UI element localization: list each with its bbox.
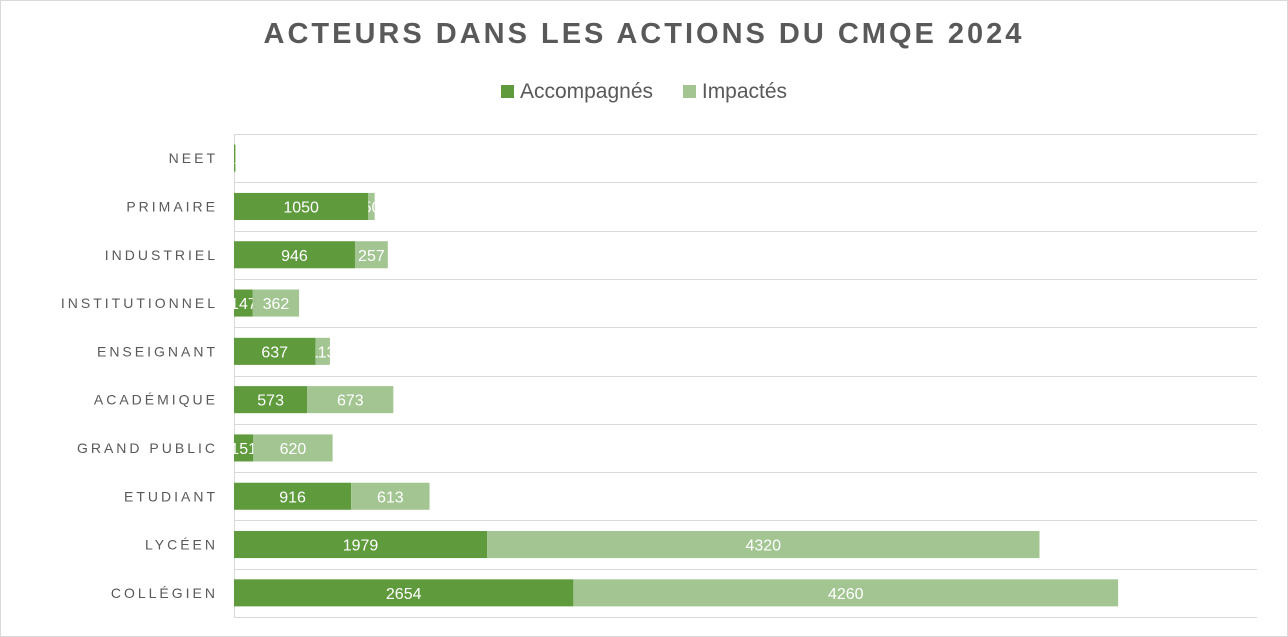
data-label-accompagnes: 1979	[343, 538, 379, 555]
category-label: GRAND PUBLIC	[77, 440, 218, 456]
legend: Accompagnés Impactés	[0, 80, 1288, 104]
data-label-accompagnes: 946	[281, 248, 308, 265]
bar-accompagnes	[234, 386, 308, 414]
bar-accompagnes	[234, 531, 488, 559]
bar-impactes	[253, 434, 333, 462]
bar-accompagnes	[234, 289, 253, 317]
category-label: ETUDIANT	[124, 488, 218, 504]
legend-item-accompagnes: Accompagnés	[500, 80, 654, 104]
bar-impactes	[307, 386, 394, 414]
bar-accompagnes	[234, 192, 369, 220]
data-label-impactes: 620	[280, 441, 307, 458]
legend-item-impactes: Impactés	[682, 80, 788, 104]
bar-impactes	[573, 579, 1119, 607]
category-label: NEET	[169, 150, 218, 166]
bar-impactes	[351, 482, 430, 510]
legend-swatch-impactes	[682, 85, 696, 98]
bar-accompagnes	[234, 434, 254, 462]
data-label-impactes: 4320	[745, 538, 781, 555]
category-label: PRIMAIRE	[126, 198, 218, 214]
legend-label-impactes: Impactés	[701, 80, 788, 103]
data-label-accompagnes: 573	[257, 393, 284, 410]
bar-impactes	[487, 531, 1040, 559]
data-label-impactes: 257	[358, 248, 385, 265]
data-label-accompagnes: 11	[226, 151, 243, 168]
legend-swatch-accompagnes	[500, 85, 514, 98]
chart-title: ACTEURS DANS LES ACTIONS DU CMQE 2024	[263, 18, 1025, 50]
data-label-accompagnes: 2654	[386, 586, 422, 603]
category-label: COLLÉGIEN	[111, 585, 218, 601]
data-label-accompagnes: 637	[261, 344, 288, 361]
category-label: LYCÉEN	[145, 537, 218, 553]
bar-impactes	[252, 289, 300, 317]
data-label-impactes: 613	[377, 489, 404, 506]
category-label: INDUSTRIEL	[105, 247, 218, 263]
bar-impactes	[315, 337, 330, 365]
data-label-impactes: 4260	[828, 586, 864, 603]
data-label-accompagnes: 151	[230, 441, 257, 458]
bar-accompagnes	[234, 241, 355, 269]
data-label-impactes: 50	[363, 199, 381, 216]
bar-accompagnes	[234, 579, 574, 607]
bar-impactes	[368, 192, 375, 220]
category-label: ENSEIGNANT	[97, 343, 218, 359]
data-label-accompagnes: 1050	[283, 199, 319, 216]
data-label-accompagnes: 916	[279, 489, 306, 506]
data-label-impactes: 113	[310, 344, 336, 361]
legend-label-accompagnes: Accompagnés	[519, 80, 654, 103]
category-label: ACADÉMIQUE	[94, 392, 218, 408]
data-label-impactes: 362	[263, 296, 290, 313]
bar-accompagnes	[234, 144, 236, 172]
data-label-accompagnes: 147	[230, 296, 257, 313]
bar-accompagnes	[234, 337, 316, 365]
data-label-impactes: 673	[337, 393, 364, 410]
bar-impactes	[354, 241, 388, 269]
bar-accompagnes	[234, 482, 352, 510]
category-label: INSTITUTIONNEL	[61, 295, 218, 311]
